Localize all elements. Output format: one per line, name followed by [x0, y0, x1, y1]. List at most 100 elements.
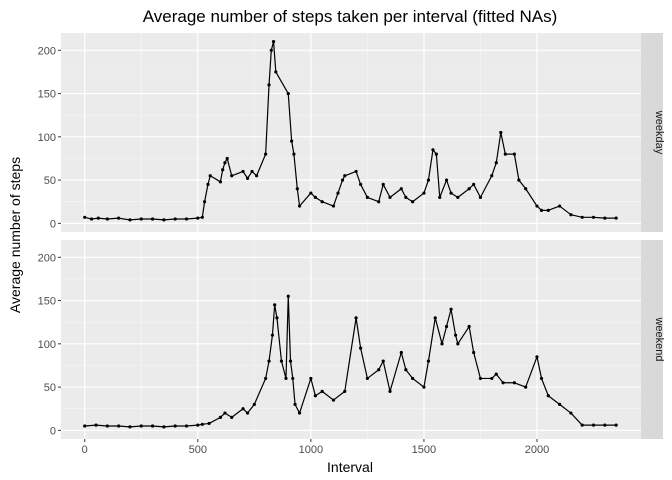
- data-point: [173, 217, 177, 221]
- data-point: [377, 368, 381, 372]
- series-line-weekend: [84, 295, 617, 428]
- data-point: [293, 402, 297, 406]
- data-point: [291, 376, 295, 381]
- data-point: [273, 303, 277, 307]
- data-point: [336, 191, 340, 195]
- data-point: [381, 359, 385, 363]
- data-point: [200, 422, 204, 426]
- data-point: [512, 381, 516, 385]
- data-point: [297, 411, 302, 415]
- data-point: [422, 385, 426, 389]
- facet-strip: [641, 33, 663, 232]
- data-point: [313, 394, 317, 398]
- x-tick-label: 1500: [412, 444, 436, 456]
- data-point: [241, 169, 245, 174]
- x-tick-label: 1000: [299, 444, 323, 456]
- data-point: [117, 424, 121, 428]
- data-point: [614, 216, 618, 220]
- data-point: [472, 182, 476, 187]
- data-point: [359, 182, 363, 187]
- data-point: [381, 182, 385, 187]
- data-point: [558, 402, 562, 406]
- y-tick-label: 150: [38, 296, 56, 308]
- data-point: [286, 91, 290, 96]
- data-point: [270, 333, 275, 337]
- data-point: [105, 217, 109, 221]
- data-point: [150, 424, 155, 428]
- facet-strip-label: weekend: [653, 316, 665, 361]
- data-point: [162, 425, 166, 429]
- data-point: [546, 208, 550, 212]
- data-point: [467, 187, 471, 191]
- data-point: [388, 195, 392, 199]
- data-point: [354, 169, 358, 174]
- y-tick-label: 100: [38, 339, 56, 351]
- data-point: [279, 359, 284, 363]
- data-point: [269, 48, 273, 52]
- data-point: [340, 178, 345, 182]
- x-axis-title: Interval: [327, 459, 373, 475]
- data-point: [438, 195, 442, 199]
- data-point: [225, 156, 229, 161]
- data-point: [546, 394, 550, 398]
- data-point: [286, 294, 290, 298]
- data-point: [320, 200, 324, 204]
- data-point: [264, 376, 268, 381]
- data-point: [245, 176, 250, 180]
- data-point: [440, 342, 444, 346]
- data-point: [411, 376, 415, 381]
- data-point: [196, 423, 200, 427]
- data-point: [250, 169, 254, 174]
- y-tick-label: 0: [50, 425, 56, 437]
- data-point: [449, 191, 453, 195]
- data-point: [490, 174, 494, 178]
- data-point: [343, 389, 347, 394]
- panel-background: [61, 33, 641, 232]
- data-point: [399, 187, 403, 191]
- data-point: [501, 381, 505, 385]
- data-point: [467, 324, 471, 329]
- x-tick-label: 500: [189, 444, 207, 456]
- x-tick-label: 0: [82, 444, 88, 456]
- data-point: [535, 204, 539, 208]
- data-point: [218, 180, 223, 184]
- data-point: [524, 187, 528, 191]
- data-point: [105, 424, 109, 428]
- x-axis: 0 500 1000 1500 2000: [82, 439, 549, 456]
- data-point: [267, 83, 271, 87]
- data-point: [139, 217, 143, 221]
- data-point: [274, 70, 278, 74]
- data-point: [96, 216, 100, 220]
- panel-weekend: 0 50 100 150 200 weekend: [38, 240, 665, 439]
- data-point: [184, 217, 189, 221]
- panel-background: [61, 240, 641, 439]
- data-point: [569, 213, 573, 217]
- data-point: [267, 359, 271, 363]
- data-point: [359, 346, 363, 350]
- data-point: [309, 376, 313, 381]
- y-tick-label: 0: [50, 218, 56, 230]
- data-point: [517, 178, 521, 182]
- data-point: [284, 376, 288, 381]
- data-point: [444, 178, 449, 182]
- data-point: [539, 376, 544, 381]
- data-point: [128, 218, 132, 222]
- data-point: [456, 195, 460, 199]
- y-axis-title: Average number of steps: [7, 157, 23, 313]
- data-point: [221, 168, 225, 172]
- y-tick-label: 50: [44, 382, 56, 394]
- data-point: [444, 324, 449, 329]
- data-point: [503, 152, 507, 156]
- data-point: [207, 421, 211, 426]
- data-point: [89, 217, 94, 221]
- data-point: [580, 423, 584, 427]
- data-point: [208, 174, 212, 178]
- data-point: [292, 152, 296, 156]
- data-point: [218, 415, 223, 419]
- data-point: [128, 425, 132, 429]
- facet-strip-label: weekday: [653, 110, 665, 155]
- panel-weekday: 0 50 100 150 200 weekday: [38, 33, 665, 232]
- data-point: [241, 407, 245, 411]
- data-point: [431, 148, 435, 152]
- data-point: [254, 174, 259, 178]
